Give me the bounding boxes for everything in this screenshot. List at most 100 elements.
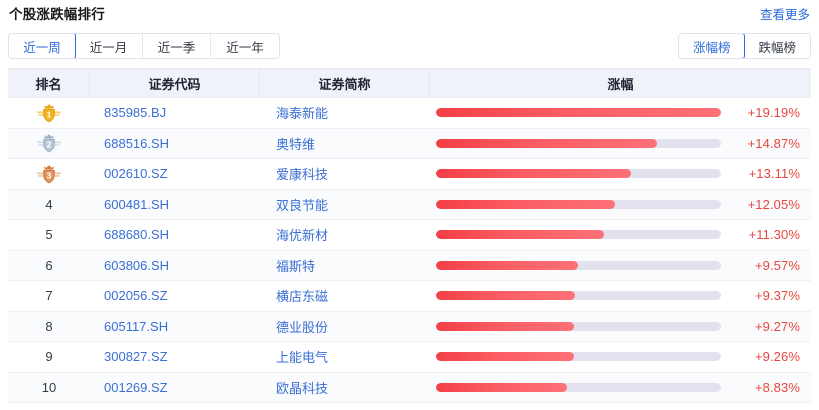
table-row[interactable]: 5 688680.SH 海优新材 +11.30% xyxy=(8,220,811,251)
security-name-link[interactable]: 爱康科技 xyxy=(276,167,329,183)
change-percent-value: +9.26% xyxy=(754,349,800,365)
svg-text:3: 3 xyxy=(47,170,52,180)
change-bar-wrapper: +13.11% xyxy=(436,166,803,181)
security-name-link[interactable]: 福斯特 xyxy=(276,258,316,274)
page-title: 个股涨跌幅排行 xyxy=(9,7,105,22)
security-name-link[interactable]: 上能电气 xyxy=(276,350,329,366)
security-name-link[interactable]: 德业股份 xyxy=(276,319,329,335)
change-cell: +9.26% xyxy=(430,342,811,372)
table-row[interactable]: 7 002056.SZ 横店东磁 +9.37% xyxy=(8,281,811,312)
change-bar-wrapper: +9.57% xyxy=(436,258,803,273)
change-cell: +9.27% xyxy=(430,312,811,342)
svg-text:2: 2 xyxy=(47,140,52,150)
change-bar-wrapper: +9.26% xyxy=(436,349,803,364)
table-row[interactable]: 4 600481.SH 双良节能 +12.05% xyxy=(8,189,811,220)
change-bar-fill xyxy=(436,138,657,148)
change-percent-value: +19.19% xyxy=(747,105,800,121)
direction-tabs: 涨幅榜 跌幅榜 xyxy=(677,33,811,59)
security-code-link[interactable]: 603806.SH xyxy=(104,257,170,273)
rank-number-cell: 9 xyxy=(45,349,53,365)
table-row[interactable]: 6 603806.SH 福斯特 +9.57% xyxy=(8,250,811,281)
rank-number-cell: 6 xyxy=(45,257,53,273)
change-percent-value: +9.37% xyxy=(754,288,800,304)
change-bar-track xyxy=(436,169,721,179)
change-cell: +12.05% xyxy=(430,190,811,220)
view-more-link[interactable]: 查看更多 xyxy=(759,8,810,22)
security-code-link[interactable]: 688680.SH xyxy=(104,227,170,243)
change-bar-track xyxy=(436,260,721,270)
ranking-table: 排名 证券代码 证券简称 涨幅 1 835985.BJ 海泰新能 +19.19% 2 68… xyxy=(8,68,811,403)
security-name-link[interactable]: 海泰新能 xyxy=(276,106,329,122)
column-header-change: 涨幅 xyxy=(607,76,634,92)
security-name-link[interactable]: 奥特维 xyxy=(276,136,316,152)
change-bar-track xyxy=(436,321,721,331)
security-code-link[interactable]: 002056.SZ xyxy=(104,288,168,304)
change-percent-value: +13.11% xyxy=(748,166,800,182)
bronze-medal-icon: 3 xyxy=(36,164,62,184)
change-bar-fill xyxy=(436,108,721,118)
change-bar-track xyxy=(436,291,721,301)
rank-medal-cell: 1 xyxy=(8,98,90,128)
security-code-link[interactable]: 835985.BJ xyxy=(104,105,167,121)
column-header-code: 证券代码 xyxy=(90,69,260,97)
security-code-link[interactable]: 600481.SH xyxy=(104,196,170,212)
security-name-link[interactable]: 双良节能 xyxy=(276,197,329,213)
change-bar-wrapper: +12.05% xyxy=(436,197,803,212)
change-bar-wrapper: +8.83% xyxy=(436,380,803,395)
rank-number-cell: 7 xyxy=(45,288,53,304)
change-cell: +14.87% xyxy=(430,129,811,159)
tab-period-1[interactable]: 近一周 xyxy=(9,34,76,58)
rank-medal-cell: 3 xyxy=(8,159,90,189)
widget-header: 个股涨跌幅排行 查看更多 xyxy=(0,0,819,28)
change-cell: +19.19% xyxy=(430,98,811,128)
table-row[interactable]: 3 002610.SZ 爱康科技 +13.11% xyxy=(8,159,811,190)
change-percent-value: +8.83% xyxy=(754,379,800,395)
svg-text:1: 1 xyxy=(47,109,52,119)
tab-direction-1[interactable]: 涨幅榜 xyxy=(678,34,746,58)
change-bar-track xyxy=(436,230,721,240)
rank-number-cell: 5 xyxy=(45,227,53,243)
tab-direction-2[interactable]: 跌幅榜 xyxy=(744,34,810,58)
table-row[interactable]: 9 300827.SZ 上能电气 +9.26% xyxy=(8,342,811,373)
table-body: 1 835985.BJ 海泰新能 +19.19% 2 688516.SH 奥特维 +14.87… xyxy=(8,98,811,403)
change-bar-wrapper: +11.30% xyxy=(436,227,803,242)
gold-medal-icon: 1 xyxy=(36,103,62,123)
change-percent-value: +9.27% xyxy=(754,318,800,334)
rank-number-cell: 10 xyxy=(41,379,57,395)
security-code-link[interactable]: 300827.SZ xyxy=(104,349,168,365)
change-bar-wrapper: +9.27% xyxy=(436,319,803,334)
security-code-link[interactable]: 688516.SH xyxy=(104,135,170,151)
change-percent-value: +14.87% xyxy=(747,135,800,151)
table-row[interactable]: 8 605117.SH 德业股份 +9.27% xyxy=(8,311,811,342)
change-bar-wrapper: +19.19% xyxy=(436,105,803,120)
table-row[interactable]: 2 688516.SH 奥特维 +14.87% xyxy=(8,128,811,159)
change-bar-track xyxy=(436,382,721,392)
change-bar-fill xyxy=(436,260,579,270)
column-header-rank: 排名 xyxy=(8,69,90,97)
change-bar-fill xyxy=(436,199,615,209)
tab-period-2[interactable]: 近一月 xyxy=(75,34,143,58)
change-bar-fill xyxy=(436,169,631,179)
table-row[interactable]: 10 001269.SZ 欧晶科技 +8.83% xyxy=(8,372,811,403)
change-bar-fill xyxy=(436,321,574,331)
change-bar-fill xyxy=(436,291,576,301)
change-percent-value: +12.05% xyxy=(747,196,800,212)
tab-period-4[interactable]: 近一年 xyxy=(211,34,279,58)
change-bar-fill xyxy=(436,352,574,362)
period-tabs: 近一周 近一月 近一季 近一年 xyxy=(8,33,280,59)
rank-number-cell: 4 xyxy=(45,196,53,212)
table-row[interactable]: 1 835985.BJ 海泰新能 +19.19% xyxy=(8,98,811,129)
tab-period-3[interactable]: 近一季 xyxy=(143,34,211,58)
security-code-link[interactable]: 605117.SH xyxy=(104,318,169,334)
rank-medal-cell: 2 xyxy=(8,129,90,159)
security-name-link[interactable]: 海优新材 xyxy=(276,228,329,244)
change-bar-fill xyxy=(436,382,568,392)
security-name-link[interactable]: 横店东磁 xyxy=(276,289,329,305)
change-cell: +11.30% xyxy=(430,220,811,250)
change-percent-value: +9.57% xyxy=(754,257,800,273)
security-name-link[interactable]: 欧晶科技 xyxy=(276,380,329,396)
table-header-row: 排名 证券代码 证券简称 涨幅 xyxy=(8,68,811,98)
security-code-link[interactable]: 001269.SZ xyxy=(104,379,168,395)
change-cell: +9.37% xyxy=(430,281,811,311)
security-code-link[interactable]: 002610.SZ xyxy=(104,166,168,182)
